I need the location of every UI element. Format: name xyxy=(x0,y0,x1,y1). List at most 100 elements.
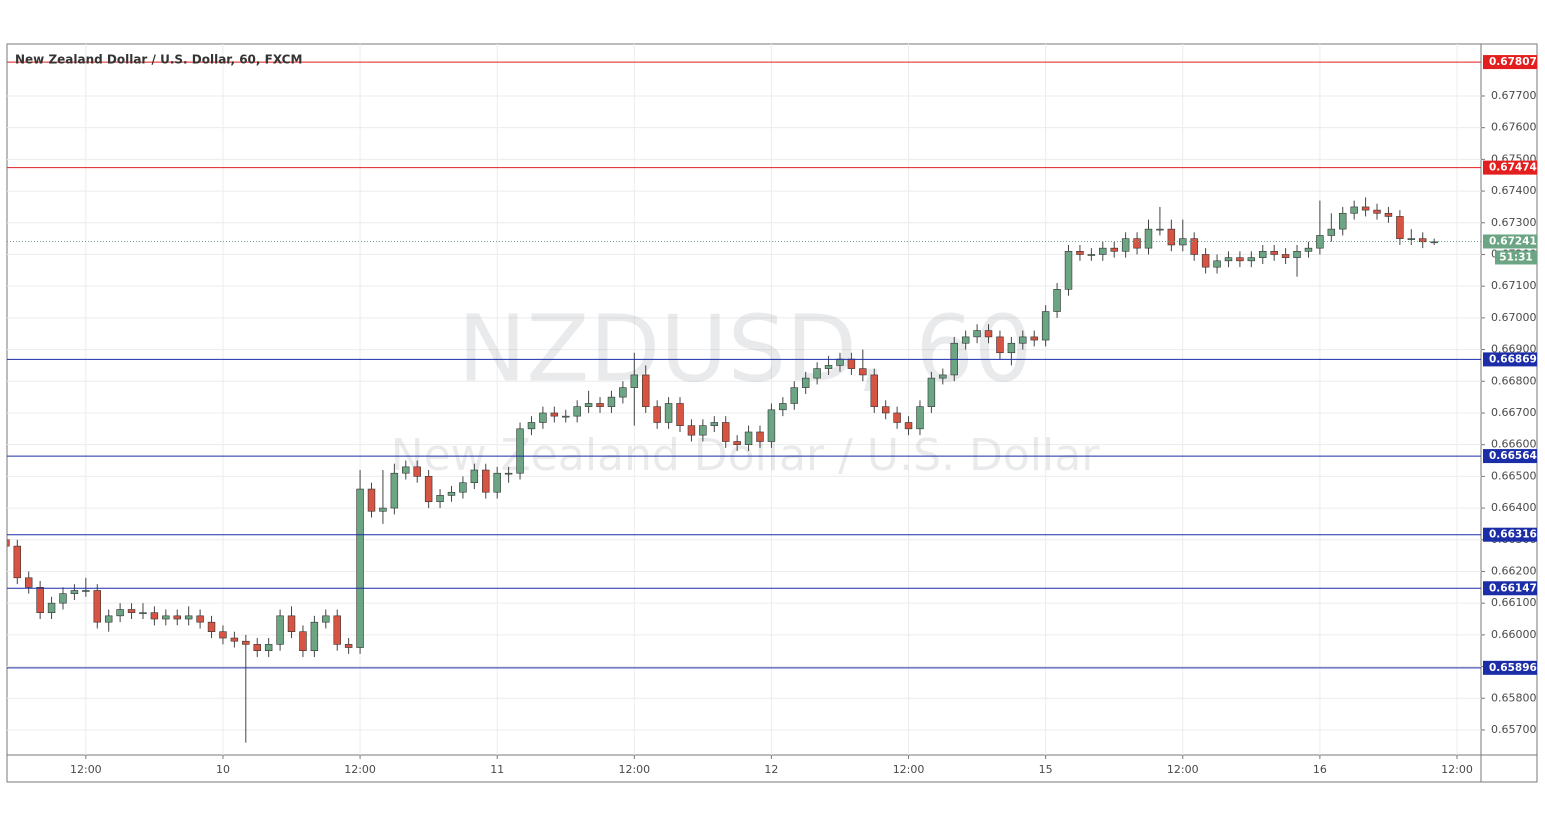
y-tick-label: 0.66400 xyxy=(1491,501,1537,514)
candle-body xyxy=(7,539,10,547)
candle-body xyxy=(127,609,136,613)
candle-body xyxy=(1076,251,1084,255)
candle-body xyxy=(562,415,570,418)
level-label-box xyxy=(1483,449,1537,464)
candle-body xyxy=(162,615,170,620)
level-label: 0.66564 xyxy=(1489,450,1537,462)
candle-body xyxy=(470,469,479,484)
candle-body xyxy=(1213,260,1221,268)
candle-body xyxy=(104,615,113,623)
candle-body xyxy=(1121,238,1130,252)
candle-body xyxy=(1339,212,1347,230)
x-tick-label: 12:00 xyxy=(893,763,925,776)
candle-body xyxy=(1316,235,1324,249)
candle-body xyxy=(996,336,1004,354)
candle-body xyxy=(184,615,193,620)
candle-body xyxy=(813,368,821,379)
timer-label: 51:31 xyxy=(1499,251,1532,263)
candle-body xyxy=(893,412,901,423)
candle-body xyxy=(1144,228,1153,249)
candle-body xyxy=(447,491,456,496)
y-tick-label: 0.66500 xyxy=(1491,469,1537,482)
candle-body xyxy=(642,374,650,407)
candle-body xyxy=(801,377,810,388)
candle-body xyxy=(344,644,353,648)
candle-body xyxy=(253,644,261,652)
candle-body xyxy=(70,590,79,594)
candle-body xyxy=(1270,251,1278,255)
candle-body xyxy=(367,488,376,512)
candle-body xyxy=(1361,206,1370,211)
candle-body xyxy=(973,330,981,338)
candle-body xyxy=(1007,342,1016,354)
y-tick-label: 0.67400 xyxy=(1491,184,1537,197)
candle-body xyxy=(744,431,753,445)
y-tick-label: 0.66600 xyxy=(1491,438,1537,451)
candle-body xyxy=(116,609,124,617)
candle-body xyxy=(1053,289,1061,312)
candle-body xyxy=(721,422,730,442)
candle-body xyxy=(699,425,707,436)
candle-body xyxy=(1259,251,1267,258)
y-tick-label: 0.67600 xyxy=(1491,121,1537,134)
x-tick-label: 12:00 xyxy=(618,763,650,776)
candle-body xyxy=(584,403,593,407)
candle-body xyxy=(961,336,970,344)
y-tick-label: 0.67100 xyxy=(1491,279,1537,292)
x-tick-label: 11 xyxy=(490,763,504,776)
candle-body xyxy=(139,612,147,614)
candle-body xyxy=(219,631,227,639)
candle-body xyxy=(1327,228,1336,236)
candle-body xyxy=(1019,336,1027,344)
candle-body xyxy=(870,374,878,407)
level-label-box xyxy=(1483,581,1537,596)
x-tick-label: 12:00 xyxy=(1167,763,1199,776)
level-label: 0.65896 xyxy=(1489,662,1537,674)
candle-body xyxy=(1304,247,1313,252)
candle-body xyxy=(287,615,296,632)
candle-body xyxy=(36,587,44,613)
x-tick-label: 10 xyxy=(216,763,230,776)
candle-body xyxy=(630,374,639,388)
level-label: 0.67474 xyxy=(1489,162,1537,174)
candle-body xyxy=(1236,257,1244,262)
candle-body xyxy=(1373,209,1381,214)
candle-body xyxy=(779,403,787,411)
axes: 0.657000.658000.659000.660000.661000.662… xyxy=(70,55,1537,776)
candle-body xyxy=(1087,254,1096,256)
candle-body xyxy=(1396,216,1404,239)
candle-body xyxy=(904,422,913,430)
candle-body xyxy=(150,612,159,620)
candle-body xyxy=(333,615,341,645)
candle-body xyxy=(356,488,364,648)
candle-body xyxy=(13,545,22,579)
candle-body xyxy=(1201,254,1210,268)
candle-body xyxy=(859,368,867,376)
level-label: 0.66869 xyxy=(1489,353,1537,365)
x-tick-label: 16 xyxy=(1313,763,1327,776)
last-price-label: 0.67241 xyxy=(1489,235,1537,247)
candle-body xyxy=(1156,228,1164,231)
y-tick-label: 0.66700 xyxy=(1491,406,1537,419)
candle-body xyxy=(607,396,616,407)
candle-body xyxy=(1281,254,1290,258)
candle-body xyxy=(93,590,101,623)
candle-body xyxy=(1190,238,1198,255)
x-tick-label: 12 xyxy=(764,763,778,776)
y-tick-label: 0.66100 xyxy=(1491,596,1537,609)
candle-body xyxy=(82,590,90,592)
candle-body xyxy=(1384,212,1393,217)
candle-body xyxy=(1041,311,1050,341)
candle-body xyxy=(756,431,764,442)
y-tick-label: 0.67000 xyxy=(1491,311,1537,324)
x-tick-label: 12:00 xyxy=(1441,763,1473,776)
candle-body xyxy=(242,640,250,645)
candle-body xyxy=(687,425,696,436)
candle-body xyxy=(516,428,524,474)
candle-body xyxy=(196,615,204,623)
candle-body xyxy=(230,637,239,642)
level-label: 0.66316 xyxy=(1489,529,1537,541)
y-tick-label: 0.66900 xyxy=(1491,343,1537,356)
level-label: 0.67807 xyxy=(1489,56,1537,68)
y-tick-label: 0.67300 xyxy=(1491,216,1537,229)
